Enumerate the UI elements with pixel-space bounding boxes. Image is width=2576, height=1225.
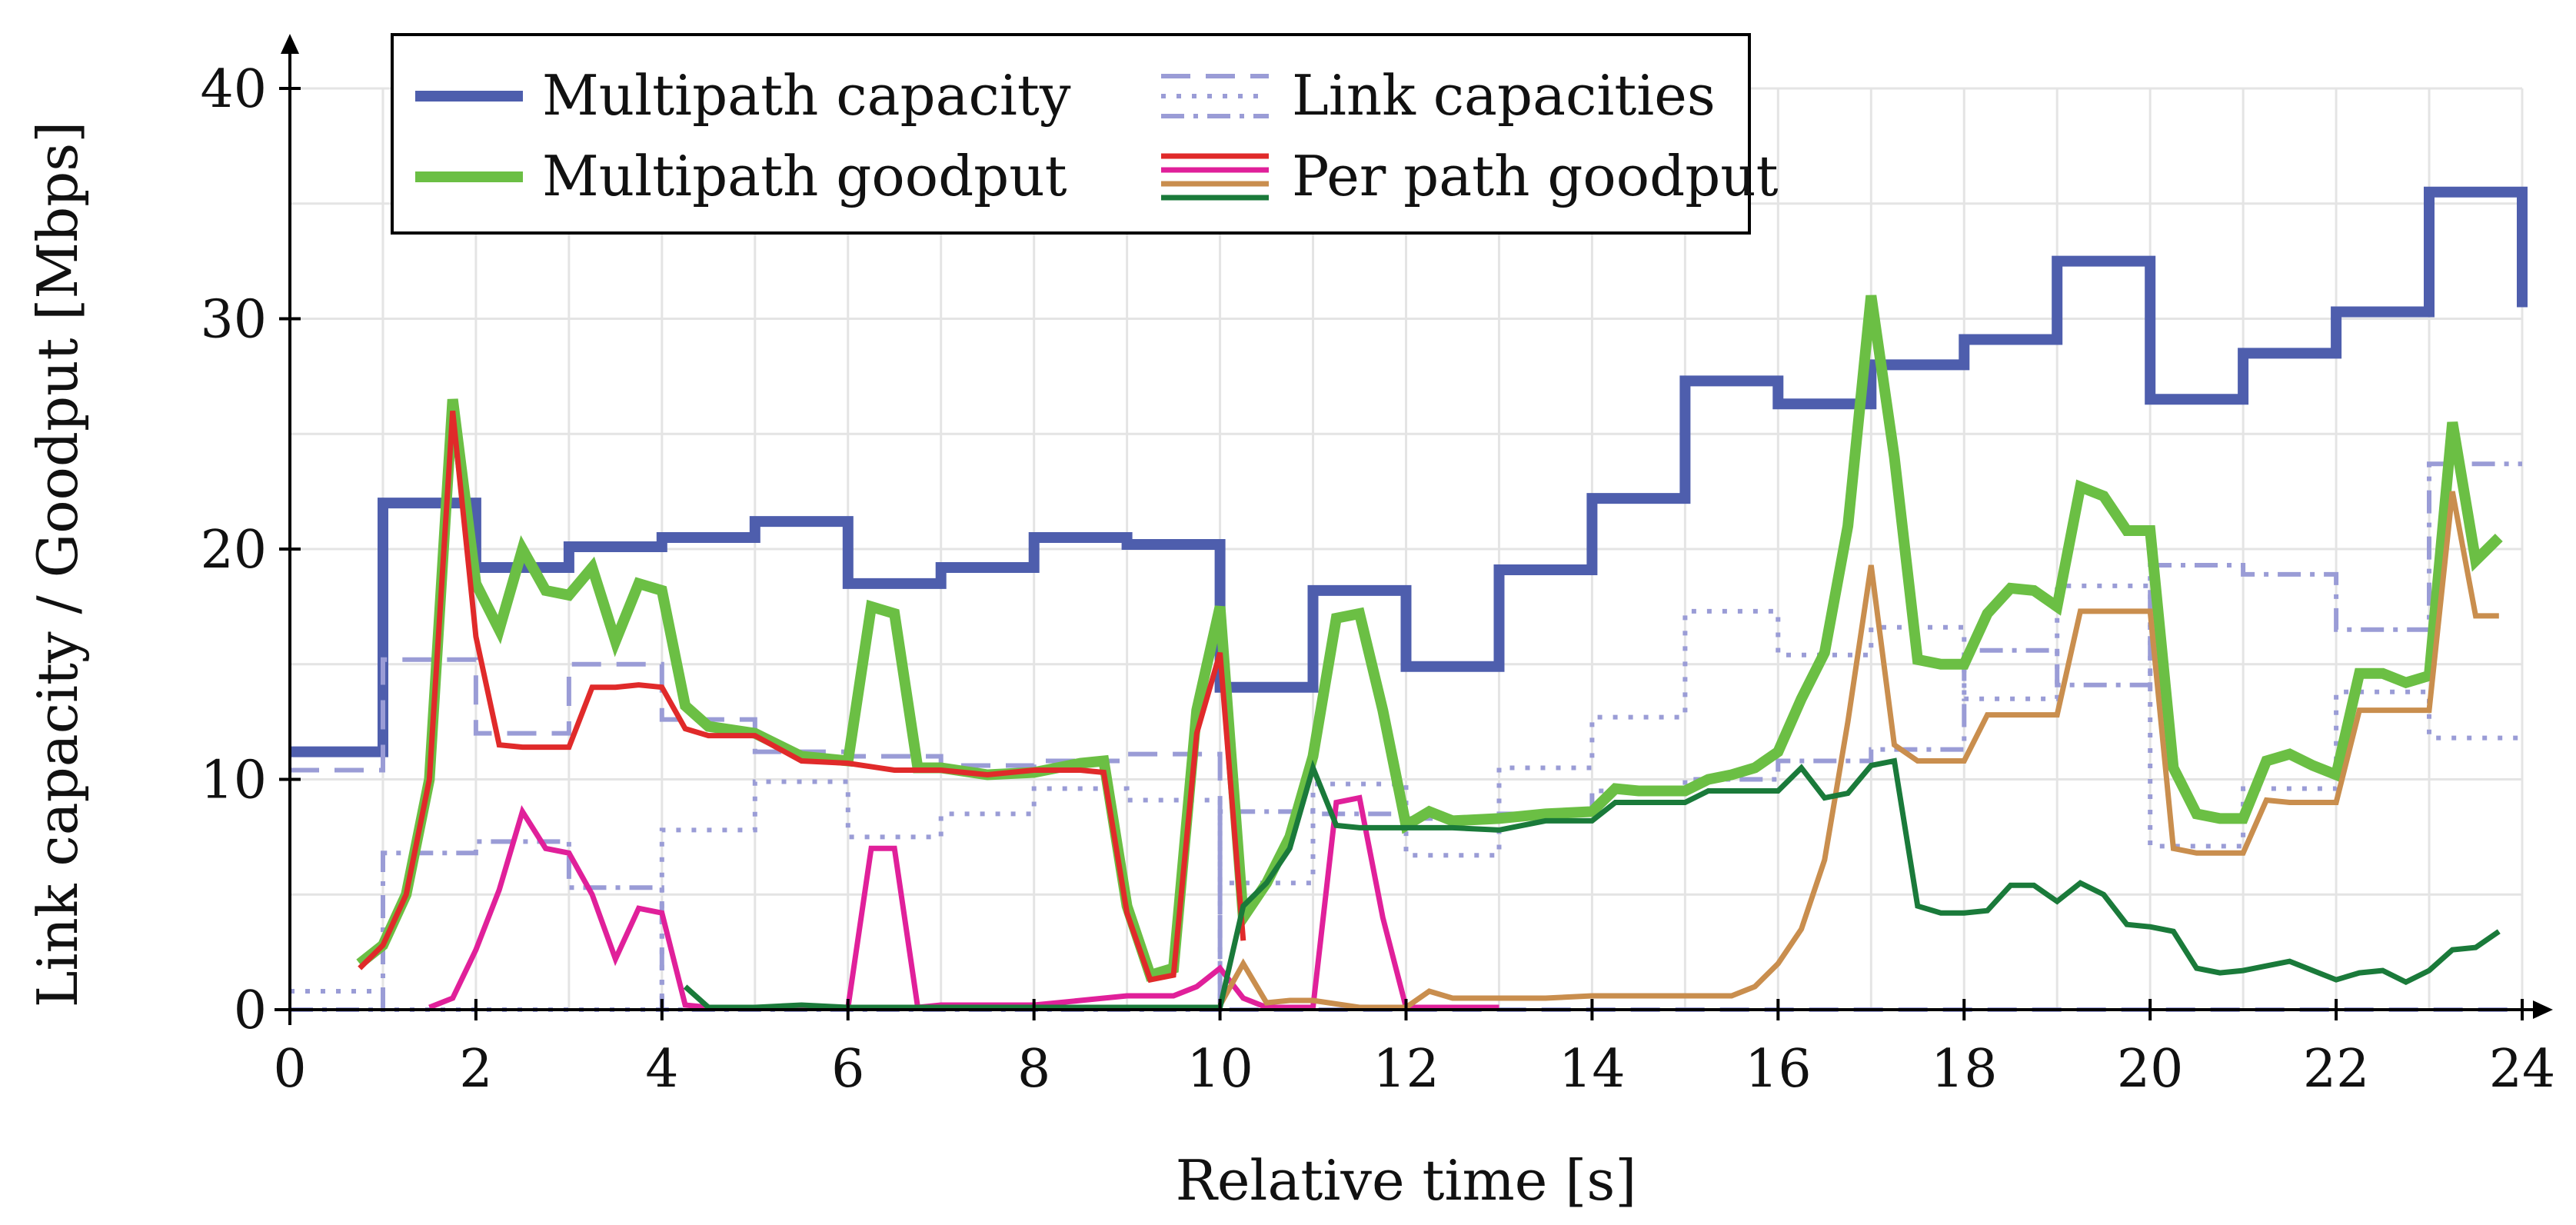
series-per-path-goodput-green (683, 757, 2501, 1010)
x-axis-title: Relative time [s] (1176, 1148, 1637, 1213)
x-tick-label: 16 (1745, 1039, 1812, 1100)
legend-label-link-capacities: Link capacities (1292, 63, 1716, 128)
y-tick-label: 10 (200, 751, 267, 811)
x-tick-label: 2 (459, 1039, 492, 1100)
series-multipath-capacity (290, 186, 2528, 757)
x-tick-label: 4 (645, 1039, 678, 1100)
series-per-path-goodput-brown (1217, 491, 2499, 1010)
legend-label-multipath-goodput: Multipath goodput (542, 144, 1067, 208)
x-axis-arrow (2533, 1000, 2553, 1019)
y-axis-arrow (281, 34, 299, 54)
series-per-path-goodput-red (358, 410, 1246, 984)
legend: Multipath capacity Link capacities Multipa… (391, 33, 1779, 235)
x-tick-label: 18 (1931, 1039, 1998, 1100)
series-per-path-goodput-magenta (428, 794, 1499, 1010)
legend-box (391, 33, 1751, 235)
legend-label-per-path-goodput: Per path goodput (1292, 144, 1779, 208)
series-multipath-goodput (356, 295, 2503, 982)
x-tick-label: 24 (2489, 1039, 2556, 1100)
x-tick-label: 10 (1186, 1039, 1253, 1100)
y-axis-title: Link capacity / Goodput [Mbps] (25, 122, 90, 1008)
x-tick-label: 14 (1559, 1039, 1626, 1100)
x-tick-label: 20 (2117, 1039, 2184, 1100)
y-tick-label: 30 (200, 290, 267, 351)
x-tick-label: 22 (2303, 1039, 2370, 1100)
y-tick-label: 0 (234, 980, 267, 1041)
x-tick-label: 0 (273, 1039, 306, 1100)
x-tick-label: 12 (1373, 1039, 1439, 1100)
x-tick-label: 6 (831, 1039, 864, 1100)
y-tick-label: 40 (200, 59, 267, 120)
x-tick-label: 8 (1017, 1039, 1050, 1100)
y-tick-label: 20 (200, 520, 267, 581)
legend-label-multipath-capacity: Multipath capacity (542, 63, 1071, 128)
